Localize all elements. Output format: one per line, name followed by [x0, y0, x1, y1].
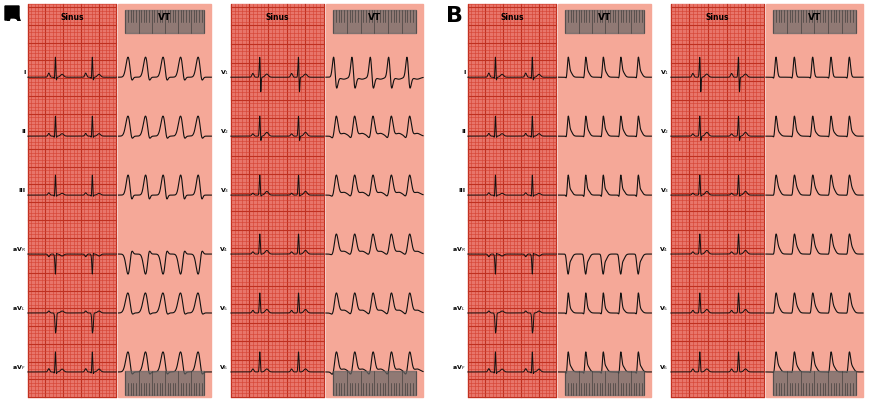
Text: V$_3$: V$_3$ — [219, 186, 229, 195]
Text: III: III — [18, 188, 26, 193]
Text: aV$_L$: aV$_L$ — [452, 304, 466, 313]
Text: VT: VT — [368, 13, 381, 22]
Bar — [671, 4, 764, 397]
Text: II: II — [21, 129, 26, 134]
Text: B: B — [446, 6, 464, 26]
Bar — [774, 371, 855, 395]
Text: II: II — [461, 129, 466, 134]
Bar — [126, 371, 204, 395]
Text: Sinus: Sinus — [61, 13, 84, 22]
Bar — [231, 4, 324, 397]
Bar — [566, 371, 644, 395]
Text: VT: VT — [598, 13, 612, 22]
Text: Sinus: Sinus — [501, 13, 524, 22]
Text: V$_6$: V$_6$ — [659, 363, 669, 372]
Bar — [566, 10, 644, 33]
Text: aV$_L$: aV$_L$ — [12, 304, 26, 313]
Text: aV$_R$: aV$_R$ — [452, 245, 466, 254]
Text: Sinus: Sinus — [706, 13, 729, 22]
Bar — [468, 4, 556, 397]
Text: V$_3$: V$_3$ — [659, 186, 669, 195]
Text: A: A — [6, 6, 21, 25]
Text: I: I — [464, 70, 466, 75]
Text: V$_1$: V$_1$ — [219, 68, 229, 77]
Text: V$_6$: V$_6$ — [219, 363, 229, 372]
Bar — [766, 4, 863, 397]
Bar — [334, 371, 415, 395]
Text: VT: VT — [808, 13, 821, 22]
Bar — [28, 4, 116, 397]
Text: V$_4$: V$_4$ — [219, 245, 229, 254]
Text: aV$_F$: aV$_F$ — [452, 363, 466, 372]
Bar — [126, 10, 204, 33]
Bar — [436, 0, 444, 401]
Text: aV$_F$: aV$_F$ — [12, 363, 26, 372]
Text: V$_2$: V$_2$ — [660, 127, 669, 136]
Polygon shape — [5, 6, 19, 20]
Text: I: I — [24, 70, 26, 75]
Text: VT: VT — [158, 13, 172, 22]
Bar — [774, 10, 855, 33]
Text: V$_5$: V$_5$ — [659, 304, 669, 313]
Bar — [119, 4, 211, 397]
Text: V$_2$: V$_2$ — [220, 127, 229, 136]
Bar — [326, 4, 423, 397]
Text: Sinus: Sinus — [266, 13, 289, 22]
Text: V$_4$: V$_4$ — [659, 245, 669, 254]
Text: III: III — [458, 188, 466, 193]
Bar — [559, 4, 651, 397]
Text: V$_1$: V$_1$ — [659, 68, 669, 77]
Text: V$_5$: V$_5$ — [219, 304, 229, 313]
Text: aV$_R$: aV$_R$ — [12, 245, 26, 254]
Bar — [334, 10, 415, 33]
